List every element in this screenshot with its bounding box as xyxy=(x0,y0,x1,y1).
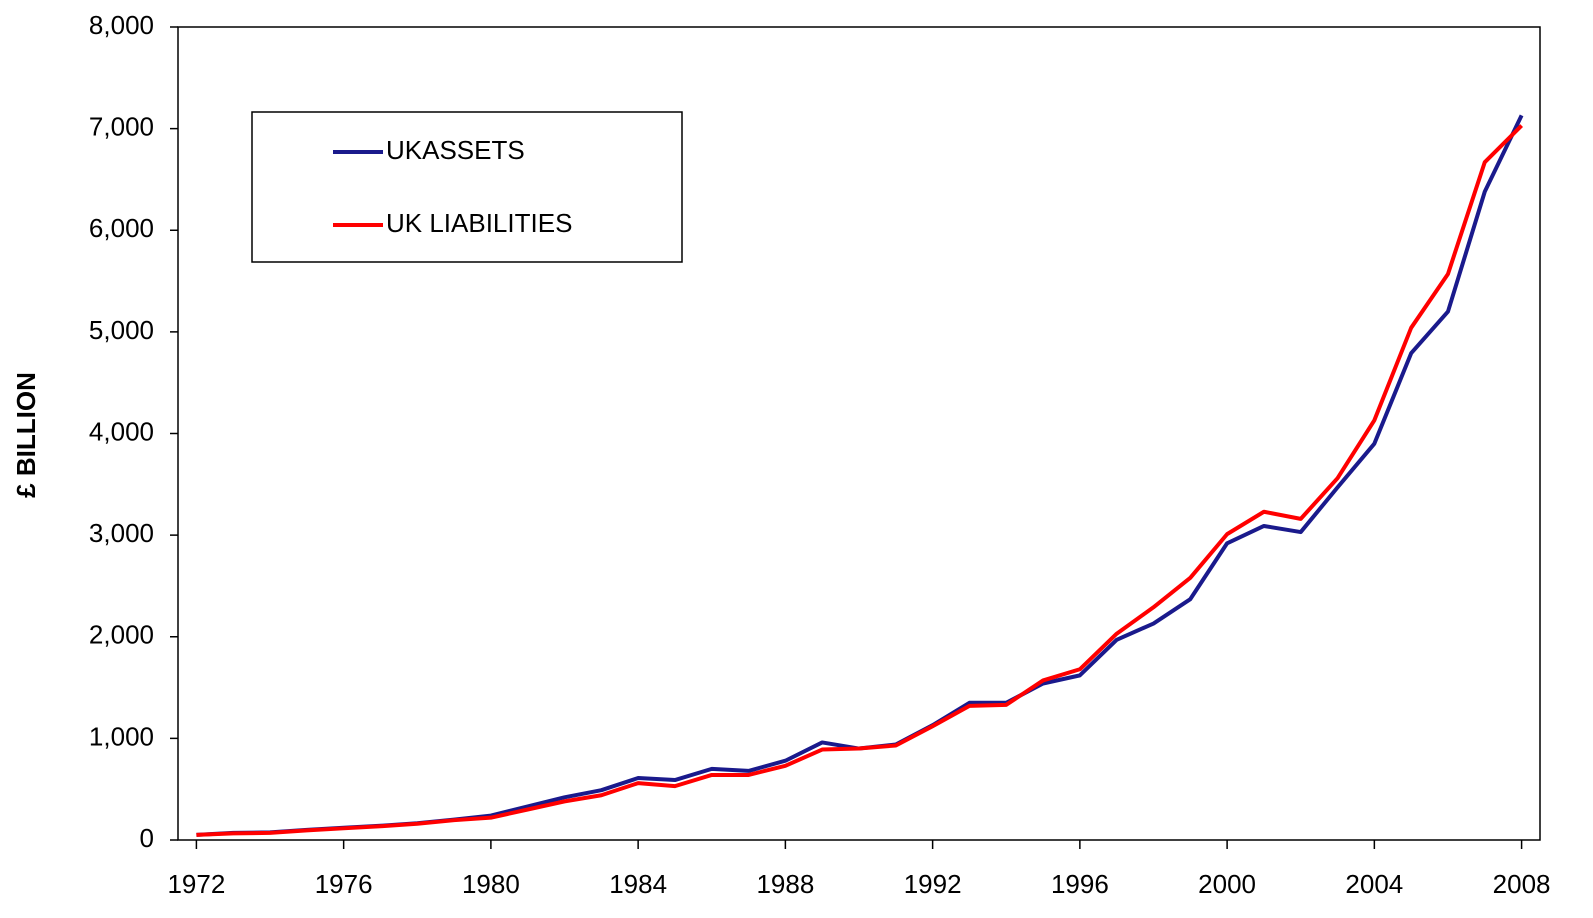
y-tick-label: 0 xyxy=(140,823,154,853)
y-tick-label: 4,000 xyxy=(89,416,154,446)
x-tick-label: 1976 xyxy=(315,869,373,899)
data-line xyxy=(196,124,1523,837)
legend-label: UKASSETS xyxy=(386,135,525,165)
legend-label: UK LIABILITIES xyxy=(386,208,572,238)
y-tick-label: 3,000 xyxy=(89,518,154,548)
x-tick-label: 2000 xyxy=(1198,869,1256,899)
y-tick-label: 8,000 xyxy=(89,10,154,40)
y-tick-label: 1,000 xyxy=(89,721,154,751)
y-tick-label: 6,000 xyxy=(89,213,154,243)
x-tick-label: 1996 xyxy=(1051,869,1109,899)
legend-box xyxy=(251,111,683,263)
x-tick-label: 1972 xyxy=(167,869,225,899)
y-axis-label: £ BILLION xyxy=(11,372,41,498)
x-tick-label: 1988 xyxy=(756,869,814,899)
x-tick-label: 1980 xyxy=(462,869,520,899)
x-tick-label: 1992 xyxy=(904,869,962,899)
y-tick-label: 5,000 xyxy=(89,315,154,345)
x-tick-label: 2004 xyxy=(1345,869,1403,899)
x-tick-label: 1984 xyxy=(609,869,667,899)
y-tick-label: 7,000 xyxy=(89,112,154,142)
x-tick-label: 2008 xyxy=(1493,869,1551,899)
y-tick-label: 2,000 xyxy=(89,620,154,650)
